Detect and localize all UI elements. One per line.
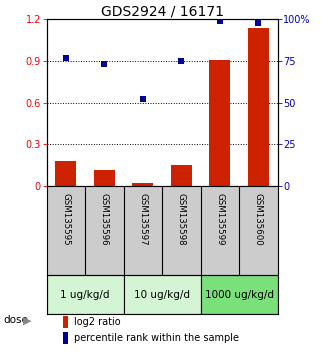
Text: GSM135598: GSM135598: [177, 193, 186, 246]
Text: 10 ug/kg/d: 10 ug/kg/d: [134, 290, 190, 300]
Text: percentile rank within the sample: percentile rank within the sample: [74, 333, 239, 343]
Point: [63, 55, 68, 61]
Text: log2 ratio: log2 ratio: [74, 317, 121, 327]
Text: GSM135599: GSM135599: [215, 193, 224, 246]
Text: 1000 ug/kg/d: 1000 ug/kg/d: [205, 290, 273, 300]
Bar: [63, 332, 68, 344]
Point: [179, 58, 184, 64]
Text: ▶: ▶: [23, 315, 31, 325]
Point: [102, 62, 107, 67]
Text: GSM135600: GSM135600: [254, 193, 263, 246]
Point: [140, 97, 145, 102]
Bar: [209, 60, 230, 186]
Bar: [248, 28, 269, 186]
Bar: [94, 170, 115, 186]
Bar: [124, 275, 201, 314]
Text: GSM135596: GSM135596: [100, 193, 109, 246]
Bar: [63, 316, 68, 328]
Text: GSM135597: GSM135597: [138, 193, 147, 246]
Bar: [47, 275, 124, 314]
Bar: [55, 161, 76, 186]
Bar: [132, 183, 153, 186]
Text: dose: dose: [3, 315, 28, 325]
Bar: [201, 275, 278, 314]
Bar: [171, 165, 192, 186]
Point: [256, 20, 261, 25]
Point: [217, 18, 222, 24]
Title: GDS2924 / 16171: GDS2924 / 16171: [100, 4, 224, 18]
Text: 1 ug/kg/d: 1 ug/kg/d: [60, 290, 110, 300]
Text: GSM135595: GSM135595: [61, 193, 70, 246]
